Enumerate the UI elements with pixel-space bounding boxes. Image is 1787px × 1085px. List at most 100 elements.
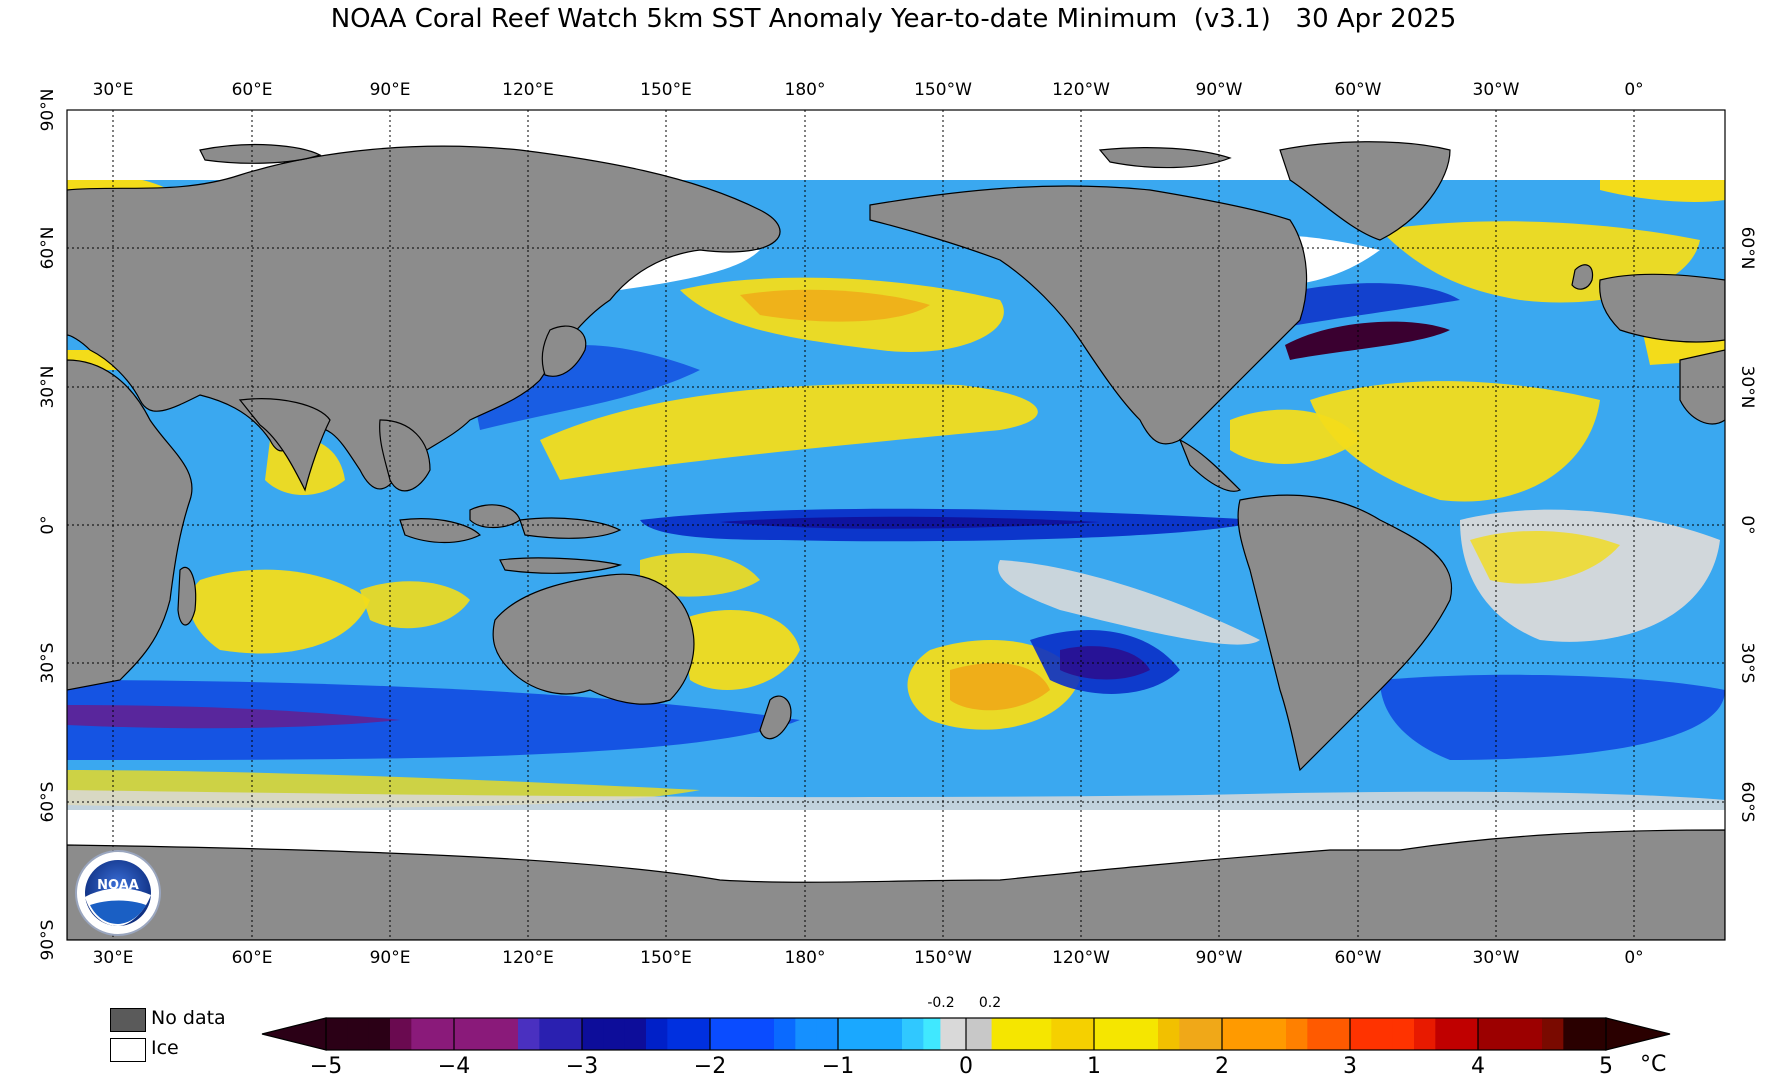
latitude-label-left: 60°S — [38, 781, 58, 823]
longitude-label-top: 60°W — [1334, 80, 1382, 100]
colorbar-segment — [1371, 1018, 1394, 1050]
colorbar-tick-label: −3 — [565, 1054, 599, 1079]
longitude-label-bottom: 60°E — [231, 948, 273, 968]
colorbar-tick-label: 3 — [1343, 1054, 1357, 1079]
colorbar-max-arrow — [1605, 1017, 1671, 1051]
longitude-label-bottom: 0° — [1624, 948, 1644, 968]
longitude-label-bottom: 180° — [784, 948, 826, 968]
colorbar-segment — [752, 1018, 775, 1050]
colorbar-tick-label: 5 — [1599, 1054, 1613, 1079]
colorbar-segment — [1499, 1018, 1522, 1050]
colorbar-tick-label: 0 — [959, 1054, 973, 1079]
colorbar-segment — [1115, 1018, 1138, 1050]
colorbar-segment — [1222, 1018, 1244, 1050]
colorbar-segment — [1563, 1018, 1586, 1050]
latitude-label-left: 0° — [38, 515, 58, 535]
latitude-label-left: 30°S — [38, 642, 58, 684]
colorbar-label-minus-0.2: -0.2 — [927, 995, 955, 1011]
longitude-label-top: 150°E — [640, 80, 692, 100]
longitude-label-bottom: 150°W — [914, 948, 972, 968]
colorbar-segment — [1392, 1018, 1415, 1050]
colorbar-segment — [368, 1018, 391, 1050]
colorbar-segment — [1200, 1018, 1223, 1050]
longitude-label-top: 180° — [784, 80, 826, 100]
colorbar-segment — [902, 1018, 924, 1050]
colorbar-segment — [838, 1018, 860, 1050]
colorbar-segment — [539, 1018, 562, 1050]
latitude-label-right: 30°S — [1737, 642, 1757, 684]
colorbar-segment — [667, 1018, 690, 1050]
colorbar-segment — [880, 1018, 903, 1050]
colorbar-segment — [1030, 1018, 1052, 1050]
colorbar-segment — [774, 1018, 796, 1050]
colorbar-segment — [475, 1018, 498, 1050]
latitude-label-right: 60°S — [1737, 781, 1757, 823]
longitude-label-top: 90°E — [369, 80, 411, 100]
colorbar-segment — [923, 1018, 946, 1050]
longitude-label-top: 30°W — [1472, 80, 1520, 100]
longitude-label-top: 0° — [1624, 80, 1644, 100]
longitude-label-bottom: 60°W — [1334, 948, 1382, 968]
colorbar-segment — [1328, 1018, 1351, 1050]
colorbar-segment — [1478, 1018, 1500, 1050]
colorbar-tick-label: 4 — [1471, 1054, 1485, 1079]
colorbar-segment — [1051, 1018, 1074, 1050]
longitude-label-top: 30°E — [92, 80, 134, 100]
ice-label: Ice — [151, 1037, 179, 1059]
no-data-label: No data — [151, 1007, 226, 1029]
colorbar-min-arrow — [261, 1017, 327, 1051]
longitude-label-top: 90°W — [1195, 80, 1243, 100]
colorbar-segment — [1243, 1018, 1266, 1050]
land-masses — [67, 141, 1725, 940]
colorbar-segment — [326, 1018, 348, 1050]
colorbar-segment — [518, 1018, 540, 1050]
colorbar-segment — [496, 1018, 519, 1050]
colorbar-tick-label: −2 — [693, 1054, 727, 1079]
colorbar-tick-label: −4 — [437, 1054, 471, 1079]
colorbar-segment — [603, 1018, 626, 1050]
latitude-label-left: 30°N — [38, 365, 58, 409]
colorbar-segment — [624, 1018, 647, 1050]
longitude-label-top: 150°W — [914, 80, 972, 100]
colorbar-segment — [1264, 1018, 1287, 1050]
colorbar-segment — [411, 1018, 434, 1050]
colorbar-zero-band-positive — [966, 1018, 992, 1050]
colorbar-tick-label: 1 — [1087, 1054, 1101, 1079]
colorbar-segment — [859, 1018, 882, 1050]
colorbar-segment — [816, 1018, 839, 1050]
colorbar — [261, 1017, 1671, 1051]
anomaly-patches — [67, 158, 1725, 815]
colorbar-segment — [454, 1018, 476, 1050]
colorbar-segment — [1435, 1018, 1458, 1050]
longitude-label-top: 120°W — [1052, 80, 1110, 100]
map-frame — [66, 109, 1726, 941]
colorbar-segment — [731, 1018, 754, 1050]
longitude-label-bottom: 120°E — [502, 948, 554, 968]
colorbar-segment — [1008, 1018, 1031, 1050]
colorbar-segment — [1520, 1018, 1543, 1050]
graticule — [67, 110, 1725, 940]
colorbar-segment — [432, 1018, 455, 1050]
latitude-label-right: 60°N — [1737, 226, 1757, 270]
colorbar-segment — [1286, 1018, 1308, 1050]
longitude-label-top: 120°E — [502, 80, 554, 100]
colorbar-segment — [987, 1018, 1010, 1050]
colorbar-segment — [1136, 1018, 1159, 1050]
colorbar-segment — [1307, 1018, 1330, 1050]
longitude-label-bottom: 120°W — [1052, 948, 1110, 968]
colorbar-segment — [1350, 1018, 1372, 1050]
latitude-label-left: 90°S — [38, 919, 58, 961]
longitude-label-bottom: 150°E — [640, 948, 692, 968]
longitude-label-bottom: 30°E — [92, 948, 134, 968]
colorbar-segment — [1179, 1018, 1202, 1050]
colorbar-segment — [1456, 1018, 1479, 1050]
colorbar-tick-label: −1 — [821, 1054, 855, 1079]
latitude-label-left: 90°N — [38, 88, 58, 132]
noaa-logo-text: NOAA — [97, 878, 139, 893]
colorbar-segment — [1072, 1018, 1095, 1050]
ice-swatch — [110, 1038, 146, 1062]
longitude-label-top: 60°E — [231, 80, 273, 100]
colorbar-segment — [582, 1018, 604, 1050]
colorbar-unit: °C — [1640, 1052, 1667, 1077]
